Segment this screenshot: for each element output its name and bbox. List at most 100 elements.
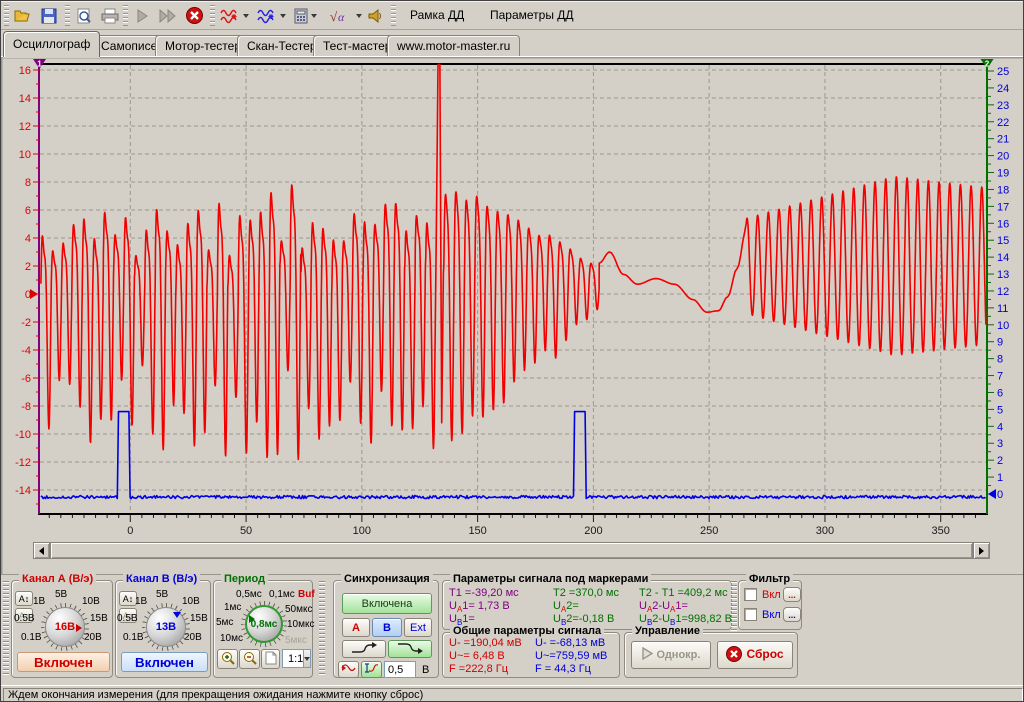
toolbar-gripper[interactable] <box>65 5 70 26</box>
open-folder-icon <box>14 8 32 24</box>
page-icon <box>265 656 277 668</box>
channel-b-power-button[interactable]: Включен <box>121 652 208 672</box>
scale-label: 15В <box>90 613 108 624</box>
math-menu-button[interactable]: √α <box>326 4 358 27</box>
panel-gripper[interactable] <box>3 581 9 677</box>
scale-label: 5мс <box>216 617 233 628</box>
sync-edge-rising-button[interactable] <box>342 640 386 658</box>
zoom-out-button[interactable] <box>239 649 260 669</box>
single-shot-button[interactable]: Однокр. <box>631 641 711 669</box>
svg-text:0: 0 <box>127 525 133 537</box>
channel-b-knob[interactable]: 13В <box>146 607 186 647</box>
svg-text:17: 17 <box>997 201 1009 213</box>
panel-gripper[interactable] <box>319 581 325 677</box>
sync-level-input[interactable] <box>384 661 416 678</box>
scale-label: 5В <box>156 589 168 600</box>
control-group: Управление Однокр. Сброс <box>624 632 798 678</box>
panel-gripper[interactable] <box>731 581 737 631</box>
channel-a-autorange-button[interactable]: A↕ <box>15 591 33 606</box>
svg-text:16: 16 <box>997 218 1009 230</box>
chevron-down-icon <box>304 657 310 661</box>
zoom-in-button[interactable] <box>217 649 238 669</box>
channel-a-power-button[interactable]: Включен <box>17 652 110 672</box>
chart-scrollbar[interactable] <box>33 542 990 559</box>
sync-source-ext-button[interactable]: Ext <box>404 618 432 637</box>
scale-label: 1мс <box>224 602 241 613</box>
period-knob[interactable]: 0,8мс <box>245 605 283 643</box>
dropdown-arrow[interactable] <box>311 14 317 18</box>
print-button[interactable] <box>98 4 121 27</box>
dropdown-arrow[interactable] <box>280 14 286 18</box>
signal-a-menu-button[interactable] <box>217 4 249 27</box>
open-button[interactable] <box>11 4 34 27</box>
scale-label: 5мкс <box>285 635 307 646</box>
print-preview-button[interactable] <box>72 4 95 27</box>
toolbar-gripper[interactable] <box>4 5 9 26</box>
scope-plot[interactable]: 1614121086420-2-4-6-8-10-12-142524232221… <box>2 58 1016 540</box>
channel-b-range-value: 13В <box>156 621 176 633</box>
sync-level-mode-button[interactable] <box>361 661 382 678</box>
combo-dropdown-button[interactable] <box>303 650 310 667</box>
stop-button[interactable] <box>183 4 206 27</box>
svg-text:-12: -12 <box>15 457 31 469</box>
scale-label: 10В <box>182 596 200 607</box>
print-preview-icon <box>76 8 92 24</box>
zoom-ratio-combo[interactable]: 1:1 <box>282 649 311 668</box>
svg-text:α: α <box>338 10 345 24</box>
svg-text:12: 12 <box>997 286 1009 298</box>
new-view-button[interactable] <box>261 649 280 669</box>
sync-group: Синхронизация Включена А В Ext В <box>333 580 439 678</box>
svg-text:Время, мс: Время, мс <box>487 539 540 540</box>
svg-text:-14: -14 <box>15 485 31 497</box>
level-mode-icon <box>364 664 379 676</box>
dropdown-arrow[interactable] <box>243 14 249 18</box>
sync-level-unit: В <box>422 664 429 676</box>
svg-text:1: 1 <box>37 60 42 69</box>
right-arrow-icon <box>979 547 984 555</box>
tab-website[interactable]: www.motor-master.ru <box>387 35 520 57</box>
filter-b-label: Вкл <box>762 609 781 621</box>
sync-source-b-button[interactable]: В <box>372 618 402 637</box>
svg-text:22: 22 <box>997 117 1009 129</box>
stop-icon <box>186 7 203 24</box>
tab-oscillograf[interactable]: Осциллограф <box>3 31 100 57</box>
save-button[interactable] <box>37 4 60 27</box>
channel-a-group: Канал А (В/э) A↕ A↕ 0.1В 0.5В 1В 5В 10В … <box>11 580 113 678</box>
start-fast-button[interactable] <box>156 4 179 27</box>
scrollbar-left-button[interactable] <box>33 542 50 559</box>
sync-edge-falling-button[interactable] <box>388 640 432 658</box>
scrollbar-thumb[interactable] <box>50 542 973 559</box>
tab-strip: Осциллограф Самописец Мотор-тестер Скан-… <box>1 30 1024 57</box>
start-button[interactable] <box>130 4 153 27</box>
filter-b-checkbox[interactable] <box>744 608 757 621</box>
filter-a-checkbox[interactable] <box>744 588 757 601</box>
toolbar-gripper[interactable] <box>210 5 215 26</box>
calculator-menu-button[interactable] <box>291 4 323 27</box>
sound-button[interactable] <box>363 4 386 27</box>
filter-b-settings-button[interactable]: ... <box>783 607 801 622</box>
scrollbar-right-button[interactable] <box>973 542 990 559</box>
channel-a-knob[interactable]: 16В <box>45 607 85 647</box>
svg-text:√: √ <box>330 9 338 24</box>
toolbar-gripper[interactable] <box>391 5 396 26</box>
dropdown-arrow[interactable] <box>356 14 362 18</box>
sync-enabled-button[interactable]: Включена <box>342 593 432 614</box>
scale-label: 0,1мс <box>269 589 295 600</box>
toolbar-gripper[interactable] <box>123 5 128 26</box>
channel-b-group: Канал В (В/э) A↕ A↕ 0.1В 0.5В 1В 5В 10В … <box>115 580 211 678</box>
signal-b-menu-button[interactable] <box>254 4 286 27</box>
control-panel: Канал А (В/э) A↕ A↕ 0.1В 0.5В 1В 5В 10В … <box>1 575 1024 685</box>
reset-button[interactable]: Сброс <box>717 641 793 669</box>
rising-edge-icon <box>350 645 378 657</box>
parametry-dd-button[interactable]: Параметры ДД <box>479 4 585 27</box>
svg-text:2: 2 <box>985 60 990 69</box>
sync-auto-level-button[interactable] <box>338 661 359 678</box>
sync-source-a-button[interactable]: А <box>342 618 370 637</box>
scale-label: 15В <box>190 613 208 624</box>
svg-text:12: 12 <box>19 121 31 133</box>
svg-text:-6: -6 <box>21 373 31 385</box>
svg-text:16: 16 <box>19 65 31 77</box>
svg-text:23: 23 <box>997 100 1009 112</box>
filter-a-settings-button[interactable]: ... <box>783 587 801 602</box>
ramka-dd-button[interactable]: Рамка ДД <box>399 4 475 27</box>
